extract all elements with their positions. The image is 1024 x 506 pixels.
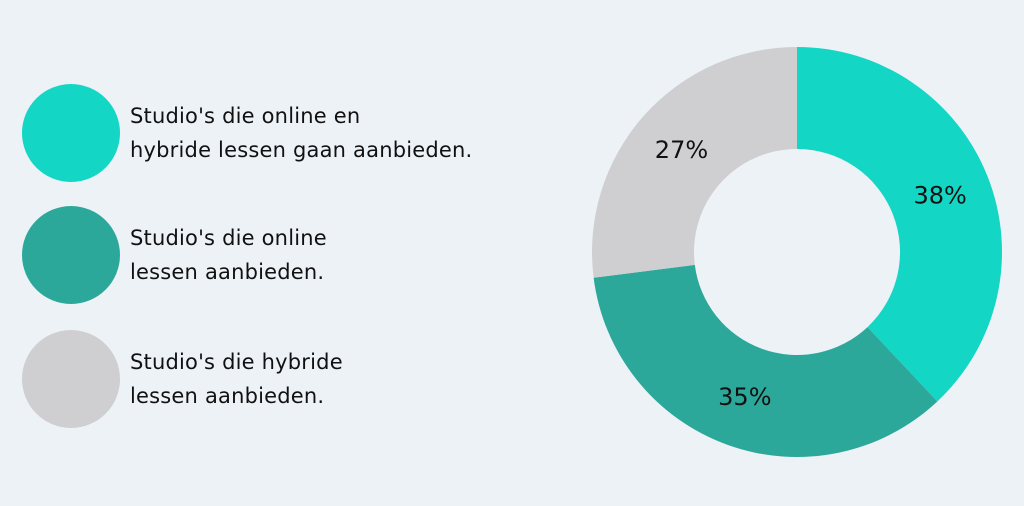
legend-label-online: Studio's die online lessen aanbieden.: [130, 226, 327, 284]
donut-slice-hybrid: [592, 47, 797, 278]
legend-item-online: Studio's die online lessen aanbieden.: [22, 206, 327, 304]
chart-legend: Studio's die online en hybride lessen ga…: [22, 84, 472, 428]
legend-item-hybrid: Studio's die hybride lessen aanbieden.: [22, 330, 343, 428]
legend-swatch-hybrid: [22, 330, 120, 428]
legend-label-online-hybrid: Studio's die online en hybride lessen ga…: [130, 104, 473, 162]
slice-label-hybrid: 27%: [655, 136, 708, 164]
legend-item-online-hybrid: Studio's die online en hybride lessen ga…: [22, 84, 472, 182]
slice-label-online: 35%: [718, 383, 771, 411]
legend-swatch-online-hybrid: [22, 84, 120, 182]
legend-label-hybrid: Studio's die hybride lessen aanbieden.: [130, 350, 343, 408]
legend-swatch-online: [22, 206, 120, 304]
donut-slice-online: [593, 264, 938, 457]
donut-slice-online-hybrid: [797, 47, 1003, 402]
slice-label-online-hybrid: 38%: [914, 181, 967, 209]
